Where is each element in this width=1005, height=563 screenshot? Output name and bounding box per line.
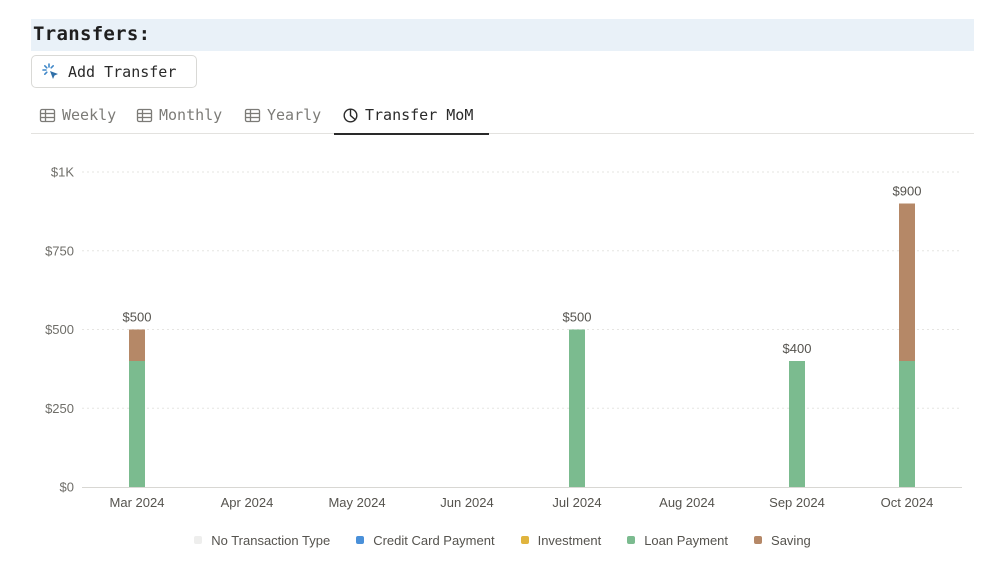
- tab-monthly-label: Monthly: [159, 106, 223, 124]
- y-tick-label: $500: [45, 322, 74, 337]
- legend-label: No Transaction Type: [211, 532, 331, 548]
- x-tick-label: Mar 2024: [110, 495, 165, 510]
- y-tick-label: $750: [45, 243, 74, 258]
- bar-saving: [129, 329, 145, 361]
- x-tick-label: Sep 2024: [769, 495, 825, 510]
- legend-item[interactable]: Loan Payment: [627, 533, 728, 548]
- y-tick-label: $250: [45, 401, 74, 416]
- legend-item[interactable]: No Transaction Type: [194, 533, 330, 548]
- view-tabs: Weekly Monthly Yearly Transfer MoM: [31, 96, 974, 135]
- legend-label: Investment: [537, 532, 602, 548]
- tab-transfer-mom[interactable]: Transfer MoM: [334, 96, 489, 135]
- section-title: Transfers:: [33, 23, 151, 45]
- transfer-mom-chart: $0 $250 $500 $750 $1K Mar 2024 Apr 2024 May 202…: [45, 165, 962, 510]
- sparkle-cursor-icon: [41, 62, 61, 82]
- bar-total-label: $500: [123, 310, 152, 325]
- tab-transfer-mom-label: Transfer MoM: [365, 106, 474, 124]
- legend-item[interactable]: Credit Card Payment: [356, 532, 495, 548]
- y-tick-label: $1K: [51, 165, 74, 180]
- x-tick-label: Aug 2024: [659, 495, 715, 510]
- bar-loan-payment: [789, 361, 805, 487]
- legend-swatch: [627, 536, 636, 544]
- bar-saving: [899, 203, 915, 361]
- legend-swatch: [194, 536, 203, 544]
- tab-weekly-label: Weekly: [62, 106, 117, 124]
- legend-item[interactable]: Investment: [520, 532, 602, 548]
- tab-monthly[interactable]: Monthly: [136, 96, 222, 134]
- table-icon: [244, 107, 261, 124]
- add-transfer-button[interactable]: Add Transfer: [31, 55, 197, 88]
- tab-weekly[interactable]: Weekly: [39, 96, 116, 134]
- tab-yearly-label: Yearly: [267, 106, 322, 124]
- legend-label: Credit Card Payment: [373, 532, 495, 548]
- pie-chart-icon: [342, 107, 359, 124]
- x-tick-label: Apr 2024: [221, 495, 274, 510]
- bar-total-label: $900: [893, 184, 922, 199]
- legend-swatch: [754, 536, 763, 544]
- section-header: Transfers:: [31, 19, 974, 51]
- x-tick-label: Oct 2024: [881, 495, 934, 510]
- legend-swatch: [520, 536, 529, 544]
- legend-item[interactable]: Saving: [754, 533, 811, 548]
- table-icon: [39, 107, 56, 124]
- bar-loan-payment: [129, 361, 145, 487]
- bar-total-label: $500: [563, 310, 592, 325]
- tab-yearly[interactable]: Yearly: [244, 96, 321, 134]
- x-tick-label: May 2024: [328, 495, 385, 510]
- x-tick-label: Jun 2024: [440, 495, 494, 510]
- bar-loan-payment: [899, 361, 915, 487]
- chart-legend: No Transaction Type Credit Card Payment In…: [0, 528, 1005, 552]
- add-transfer-label: Add Transfer: [68, 62, 177, 81]
- y-tick-label: $0: [60, 480, 74, 495]
- x-tick-label: Jul 2024: [552, 495, 601, 510]
- legend-label: Loan Payment: [644, 532, 729, 548]
- bar-total-label: $400: [783, 341, 812, 356]
- bar-loan-payment: [569, 329, 585, 487]
- legend-swatch: [356, 536, 365, 544]
- table-icon: [136, 107, 153, 124]
- legend-label: Saving: [771, 532, 811, 548]
